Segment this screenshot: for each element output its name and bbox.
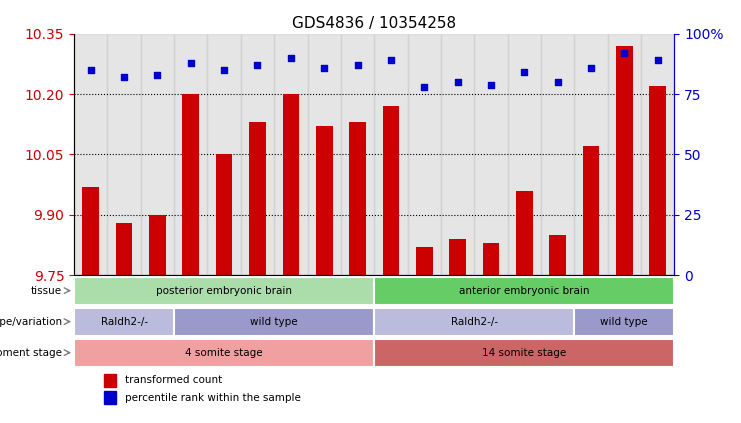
- Bar: [207, 34, 241, 275]
- Point: [585, 64, 597, 71]
- Bar: [616, 46, 633, 275]
- Bar: [608, 34, 641, 275]
- Bar: [282, 94, 299, 275]
- Bar: [574, 34, 608, 275]
- Bar: [382, 106, 399, 275]
- Point: [352, 62, 364, 69]
- Bar: [107, 34, 141, 275]
- FancyBboxPatch shape: [74, 277, 374, 305]
- Point: [218, 67, 230, 74]
- Text: 14 somite stage: 14 somite stage: [482, 348, 566, 358]
- Bar: [182, 94, 199, 275]
- Point: [251, 62, 264, 69]
- Bar: [516, 191, 533, 275]
- Text: wild type: wild type: [600, 317, 648, 327]
- Bar: [308, 34, 341, 275]
- Text: Raldh2-/-: Raldh2-/-: [101, 317, 147, 327]
- Point: [151, 71, 163, 78]
- Bar: [149, 215, 166, 275]
- FancyBboxPatch shape: [74, 308, 174, 335]
- Bar: [141, 34, 174, 275]
- Text: transformed count: transformed count: [125, 375, 222, 385]
- Bar: [316, 126, 333, 275]
- Bar: [541, 34, 574, 275]
- Point: [85, 67, 96, 74]
- Bar: [104, 374, 116, 387]
- Bar: [349, 122, 366, 275]
- Point: [418, 83, 430, 90]
- Bar: [549, 235, 566, 275]
- Point: [185, 59, 197, 66]
- Bar: [508, 34, 541, 275]
- Bar: [474, 34, 508, 275]
- Bar: [649, 86, 666, 275]
- Point: [485, 81, 496, 88]
- Point: [519, 69, 531, 76]
- Bar: [241, 34, 274, 275]
- FancyBboxPatch shape: [174, 308, 374, 335]
- FancyBboxPatch shape: [374, 339, 674, 367]
- Bar: [216, 154, 233, 275]
- Text: anterior embryonic brain: anterior embryonic brain: [459, 286, 590, 296]
- Text: development stage: development stage: [0, 348, 62, 358]
- FancyBboxPatch shape: [374, 308, 574, 335]
- Text: 4 somite stage: 4 somite stage: [185, 348, 263, 358]
- Bar: [582, 146, 599, 275]
- Text: Raldh2-/-: Raldh2-/-: [451, 317, 498, 327]
- Bar: [416, 247, 433, 275]
- Bar: [74, 34, 107, 275]
- Title: GDS4836 / 10354258: GDS4836 / 10354258: [292, 16, 456, 31]
- FancyBboxPatch shape: [574, 308, 674, 335]
- Bar: [116, 223, 133, 275]
- Bar: [82, 187, 99, 275]
- Point: [385, 57, 397, 64]
- Bar: [374, 34, 408, 275]
- Text: tissue: tissue: [31, 286, 62, 296]
- Bar: [104, 391, 116, 404]
- Bar: [482, 243, 499, 275]
- Bar: [441, 34, 474, 275]
- Bar: [174, 34, 207, 275]
- Text: genotype/variation: genotype/variation: [0, 317, 62, 327]
- Bar: [341, 34, 374, 275]
- FancyBboxPatch shape: [74, 339, 374, 367]
- Point: [618, 50, 630, 57]
- Point: [319, 64, 330, 71]
- Point: [451, 79, 464, 85]
- Bar: [449, 239, 466, 275]
- Text: wild type: wild type: [250, 317, 298, 327]
- Text: posterior embryonic brain: posterior embryonic brain: [156, 286, 292, 296]
- Point: [119, 74, 130, 81]
- FancyBboxPatch shape: [374, 277, 674, 305]
- Point: [652, 57, 664, 64]
- Text: percentile rank within the sample: percentile rank within the sample: [125, 393, 301, 403]
- Bar: [274, 34, 308, 275]
- Bar: [408, 34, 441, 275]
- Bar: [641, 34, 674, 275]
- Point: [551, 79, 563, 85]
- Point: [285, 55, 296, 61]
- Bar: [249, 122, 266, 275]
